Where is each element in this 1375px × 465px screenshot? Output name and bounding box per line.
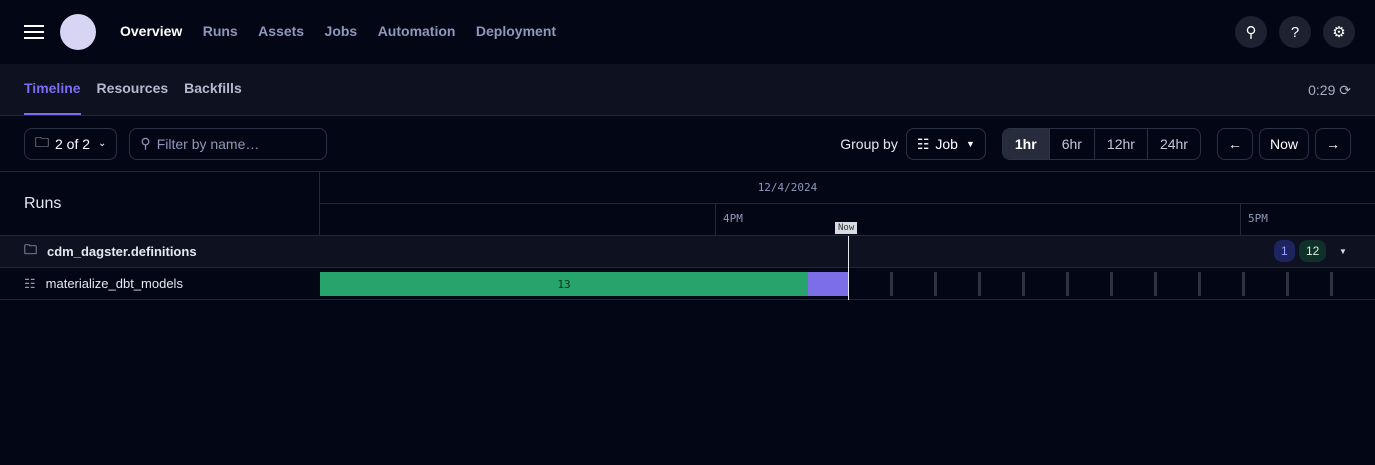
success-run-count: 13 bbox=[557, 277, 571, 291]
now-marker: Now bbox=[835, 222, 858, 234]
running-run-bar[interactable] bbox=[808, 272, 848, 296]
tab-resources[interactable]: Resources bbox=[96, 80, 169, 96]
range-selector: 1hr 6hr 12hr 24hr bbox=[1001, 128, 1201, 160]
filter-placeholder: Filter by name… bbox=[156, 135, 260, 152]
range-12hr[interactable]: 12hr bbox=[1093, 129, 1147, 159]
now-line bbox=[848, 236, 849, 300]
nav-overview[interactable]: Overview bbox=[120, 23, 183, 39]
countdown-text: 0:29 bbox=[1308, 82, 1336, 98]
scheduled-run-tick[interactable] bbox=[1286, 272, 1289, 296]
caret-down-icon[interactable]: ▼ bbox=[1339, 247, 1347, 256]
prev-button[interactable]: ← bbox=[1216, 128, 1253, 160]
scheduled-run-tick[interactable] bbox=[890, 272, 893, 296]
success-badge: 12 bbox=[1299, 240, 1327, 262]
top-nav: Overview Runs Assets Jobs Automation Dep… bbox=[0, 0, 1375, 64]
scheduled-run-tick[interactable] bbox=[1242, 272, 1245, 296]
tab-backfills[interactable]: Backfills bbox=[184, 80, 242, 96]
refresh-countdown[interactable]: 0:29 ⟳ bbox=[1308, 82, 1351, 99]
main-nav: Overview Runs Assets Jobs Automation Dep… bbox=[120, 23, 572, 41]
next-button[interactable]: → bbox=[1315, 128, 1351, 160]
help-icon[interactable]: ? bbox=[1279, 16, 1311, 48]
range-24hr[interactable]: 24hr bbox=[1146, 129, 1200, 159]
filter-count: 2 of 2 bbox=[55, 135, 91, 152]
hour-4pm: 4PM bbox=[715, 204, 743, 236]
folder-icon: 🗀 bbox=[35, 133, 49, 150]
scheduled-run-tick[interactable] bbox=[934, 272, 937, 296]
sub-tabs: Timeline Resources Backfills 0:29 ⟳ bbox=[0, 64, 1375, 116]
time-axis: 12/4/2024 4PM 5PM bbox=[320, 172, 1375, 236]
range-6hr[interactable]: 6hr bbox=[1048, 129, 1094, 159]
caret-down-icon: ▼ bbox=[965, 139, 975, 149]
nav-deployment[interactable]: Deployment bbox=[475, 23, 557, 39]
refresh-icon[interactable]: ⟳ bbox=[1339, 82, 1351, 98]
range-1hr[interactable]: 1hr bbox=[1002, 129, 1049, 159]
now-button[interactable]: Now bbox=[1258, 128, 1309, 160]
nav-jobs[interactable]: Jobs bbox=[324, 23, 358, 39]
scheduled-run-tick[interactable] bbox=[1066, 272, 1069, 296]
job-row: ☷ materialize_dbt_models 13 bbox=[0, 268, 1375, 300]
nav-assets[interactable]: Assets bbox=[258, 23, 305, 39]
search-icon: ⚲ bbox=[140, 135, 151, 151]
job-icon: ☷ bbox=[24, 275, 36, 291]
group-by-select[interactable]: ☷ Job ▼ bbox=[905, 128, 986, 160]
scheduled-run-tick[interactable] bbox=[1154, 272, 1157, 296]
timeline: Runs 12/4/2024 4PM 5PM 🗀 cdm_dagster.def… bbox=[0, 172, 1375, 300]
runs-header: Runs bbox=[0, 172, 320, 235]
gear-icon[interactable]: ⚙ bbox=[1323, 16, 1355, 48]
group-by-value: Job bbox=[935, 136, 958, 152]
filter-input[interactable]: ⚲ Filter by name… bbox=[129, 127, 328, 160]
group-name: cdm_dagster.definitions bbox=[47, 244, 197, 259]
toolbar: 🗀 2 of 2 ⌄ ⚲ Filter by name… Group by ☷ Job ▼… bbox=[0, 116, 1375, 172]
folder-icon: 🗀 bbox=[24, 241, 38, 257]
nav-runs[interactable]: Runs bbox=[202, 23, 238, 39]
group-by-label: Group by bbox=[840, 136, 898, 152]
job-icon: ☷ bbox=[916, 135, 930, 152]
running-badge: 1 bbox=[1274, 240, 1295, 262]
job-name[interactable]: materialize_dbt_models bbox=[45, 276, 183, 291]
group-row[interactable]: 🗀 cdm_dagster.definitions 1 12 ▼ bbox=[0, 236, 1375, 268]
nav-automation[interactable]: Automation bbox=[377, 23, 456, 39]
menu-icon[interactable] bbox=[24, 25, 44, 39]
axis-date: 12/4/2024 bbox=[320, 172, 1375, 204]
tab-timeline[interactable]: Timeline bbox=[24, 80, 81, 115]
success-runs-bar[interactable]: 13 bbox=[320, 272, 808, 296]
chevron-down-icon: ⌄ bbox=[98, 138, 107, 149]
code-location-filter[interactable]: 🗀 2 of 2 ⌄ bbox=[24, 127, 118, 160]
scheduled-run-tick[interactable] bbox=[1110, 272, 1113, 296]
scheduled-run-tick[interactable] bbox=[978, 272, 981, 296]
scheduled-run-tick[interactable] bbox=[1198, 272, 1201, 296]
scheduled-run-tick[interactable] bbox=[1330, 272, 1333, 296]
scheduled-run-tick[interactable] bbox=[1022, 272, 1025, 296]
dagster-logo[interactable] bbox=[60, 14, 96, 50]
hour-5pm: 5PM bbox=[1240, 204, 1268, 236]
search-icon[interactable]: ⚲ bbox=[1235, 16, 1267, 48]
